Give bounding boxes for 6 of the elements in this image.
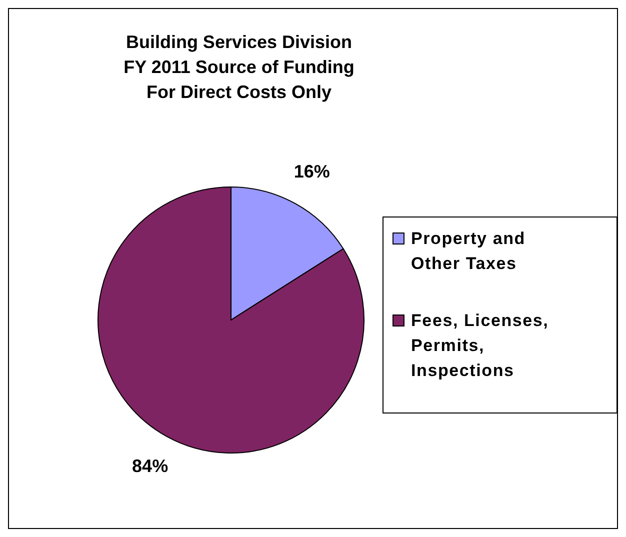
- data-label: 84%: [132, 456, 168, 476]
- pie-slice: [98, 186, 364, 454]
- legend-label: Property and Other Taxes: [411, 229, 526, 274]
- chart-title: Building Services Division FY 2011 Source of Funding For Direct Costs Only: [124, 32, 354, 102]
- data-label: 16%: [294, 162, 330, 182]
- legend-label: Fees, Licenses, Permits, Inspections: [411, 311, 549, 380]
